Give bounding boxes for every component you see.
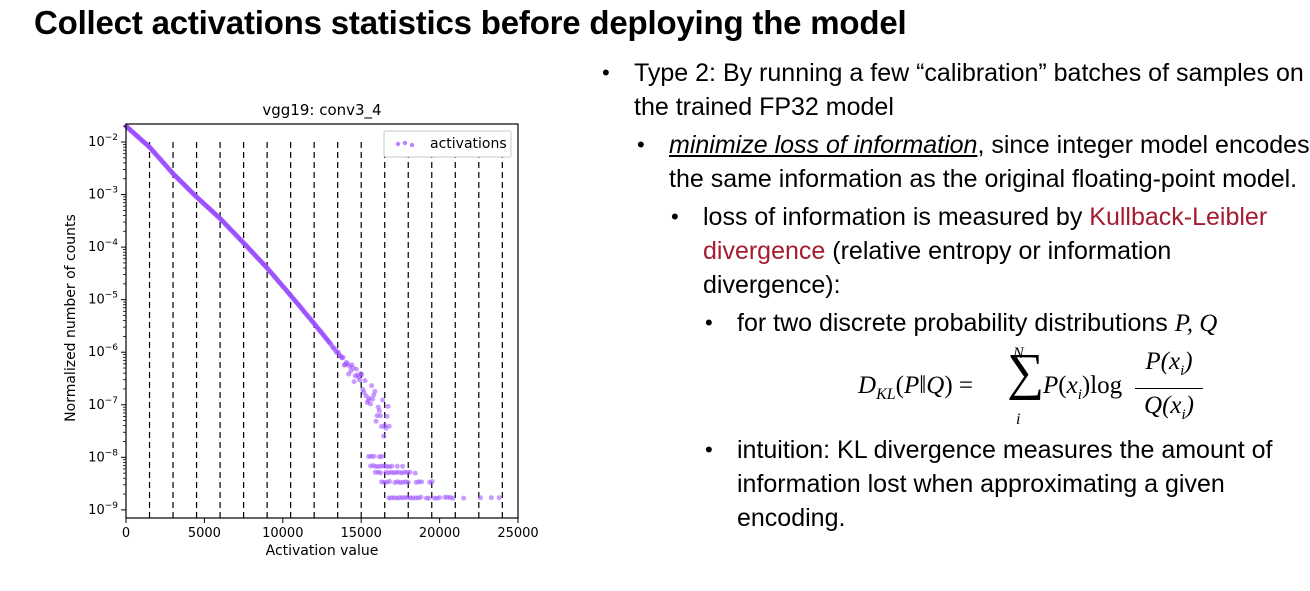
- x-tick-label: 15000: [341, 526, 382, 541]
- data-point: [412, 470, 418, 476]
- data-point: [370, 396, 376, 402]
- y-tick-label: 10−9: [88, 501, 118, 518]
- bullet-dot: •: [705, 437, 713, 462]
- data-point: [418, 494, 424, 500]
- data-point: [378, 470, 384, 476]
- formula-lhs: DKL(P‖Q) =: [858, 372, 974, 403]
- data-point: [386, 423, 392, 429]
- x-tick-label: 25000: [497, 526, 538, 541]
- y-tick-label: 10−3: [88, 186, 118, 203]
- data-point: [359, 372, 365, 378]
- data-point: [405, 479, 411, 485]
- bullet-dot: •: [637, 132, 645, 157]
- formula-term: P(xi)log: [1043, 372, 1123, 403]
- x-tick-label: 10000: [262, 526, 303, 541]
- legend-marker: [402, 140, 408, 146]
- formula-fraction: P(xi) Q(xi): [1135, 347, 1203, 430]
- data-point: [385, 403, 391, 409]
- fraction-bar: [1135, 388, 1203, 389]
- minimize-emphasis: minimize loss of information: [669, 131, 978, 159]
- data-point: [340, 355, 346, 360]
- y-tick-label: 10−5: [88, 291, 118, 308]
- x-tick-label: 0: [122, 526, 130, 541]
- data-point: [371, 453, 377, 459]
- y-tick-label: 10−8: [88, 448, 118, 465]
- data-point: [353, 366, 359, 372]
- data-point: [361, 389, 367, 395]
- fraction-denominator: Q(xi): [1144, 392, 1194, 423]
- y-tick-label: 10−6: [88, 343, 118, 360]
- data-point: [419, 479, 425, 485]
- data-point: [372, 388, 378, 394]
- data-point: [496, 495, 502, 501]
- data-point: [377, 413, 383, 419]
- sum-upper-limit: N: [1013, 345, 1024, 362]
- bullet-loss: • loss of information is measured by Kul…: [600, 200, 1310, 302]
- kl-formula: DKL(P‖Q) = N ∑ i P(xi)log P(xi) Q(xi): [600, 341, 1310, 429]
- sum-symbol: ∑: [1007, 344, 1045, 401]
- data-point: [426, 495, 432, 501]
- data-point: [450, 495, 456, 501]
- pq-variables: P, Q: [1174, 310, 1218, 337]
- data-point: [461, 495, 467, 501]
- data-point: [387, 479, 393, 484]
- plot-frame: [125, 123, 519, 519]
- bullet-type2: • Type 2: By running a few “calibration”…: [600, 56, 1310, 124]
- kl-divergence-term: Kullback-Leibler divergence: [703, 203, 1268, 265]
- chart-title: vgg19: conv3_4: [262, 101, 381, 120]
- bullet-list: • Type 2: By running a few “calibration”…: [600, 56, 1310, 535]
- x-tick-label: 5000: [188, 526, 221, 541]
- data-point: [351, 379, 357, 385]
- data-point: [394, 463, 400, 469]
- y-axis-label: Normalized number of counts: [63, 214, 79, 422]
- data-point: [488, 495, 494, 501]
- bullet-dot: •: [671, 204, 679, 229]
- x-tick-label: 20000: [419, 526, 460, 541]
- legend: activations: [383, 130, 512, 158]
- data-point: [368, 401, 373, 407]
- y-tick-label: 10−7: [88, 396, 118, 413]
- activations-histogram-chart: 0 5000 10000 15000 20000 25000 10−9 10−8 10−7 10−…: [63, 101, 539, 559]
- data-point: [369, 383, 375, 389]
- legend-label: activations: [430, 136, 507, 152]
- data-point: [357, 377, 363, 383]
- data-point: [389, 463, 395, 469]
- data-point: [373, 418, 379, 424]
- bullet-minimize: • minimize loss of information, since in…: [600, 128, 1310, 196]
- data-point: [379, 453, 385, 459]
- legend-marker: [409, 142, 415, 148]
- data-point: [380, 397, 386, 403]
- data-point: [362, 378, 368, 384]
- slide-title: Collect activations statistics before de…: [34, 4, 907, 41]
- y-tick-label: 10−4: [88, 238, 118, 255]
- data-point: [381, 433, 387, 439]
- data-point: [384, 413, 390, 419]
- y-tick-label: 10−2: [88, 133, 118, 150]
- sum-lower-limit: i: [1016, 411, 1021, 428]
- bullet-dot: •: [602, 60, 610, 85]
- fraction-numerator: P(xi): [1145, 348, 1193, 379]
- bullet-dot: •: [705, 310, 713, 335]
- data-point: [429, 479, 435, 484]
- data-point: [376, 408, 382, 414]
- data-point: [400, 463, 406, 469]
- bullet-discrete: • for two discrete probability distribut…: [600, 306, 1310, 341]
- data-point: [477, 495, 483, 501]
- x-axis-label: Activation value: [266, 543, 379, 559]
- data-point: [407, 469, 413, 475]
- legend-marker: [395, 141, 401, 147]
- bullet-intuition: • intuition: KL divergence measures the …: [600, 433, 1310, 535]
- data-point: [437, 495, 443, 501]
